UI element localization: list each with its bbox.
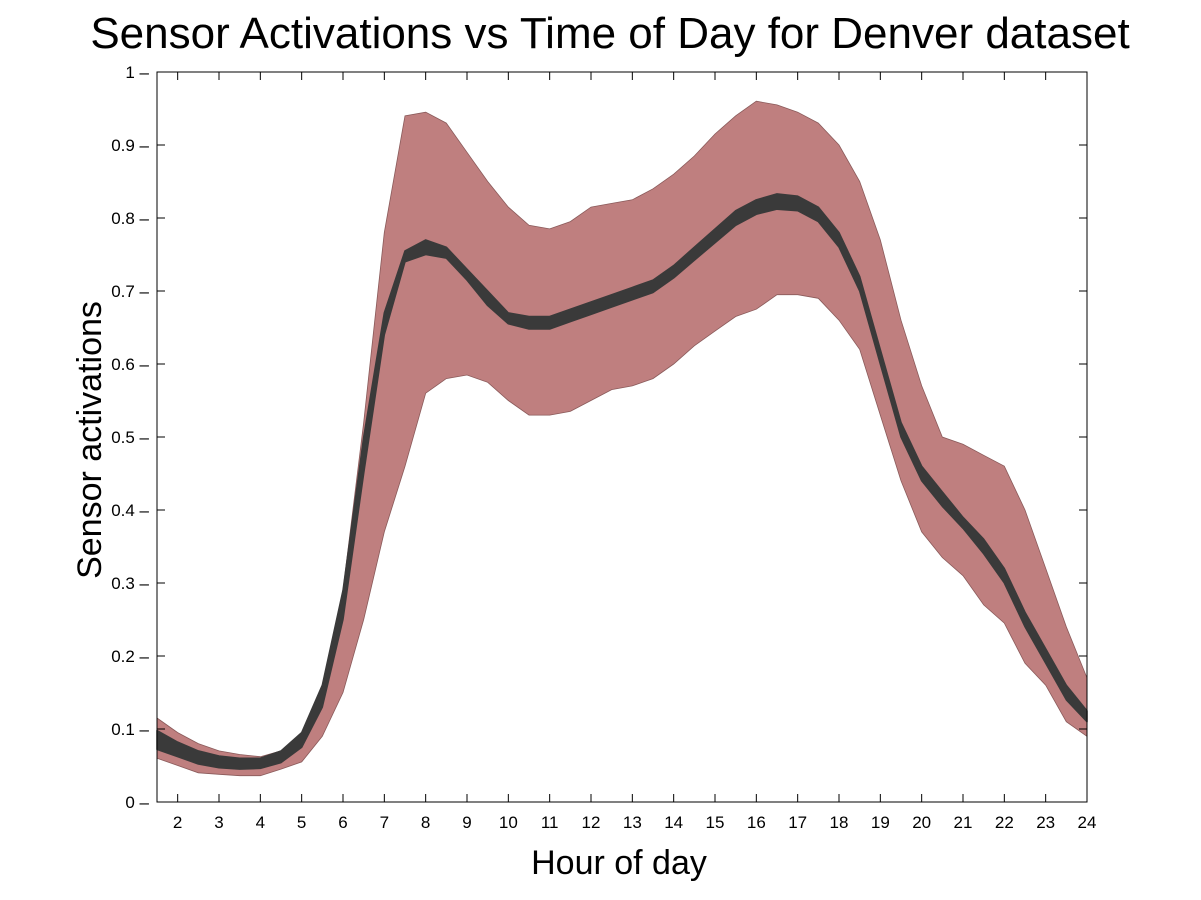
y-tick-label: 0.1 – <box>111 720 149 739</box>
y-axis-ticks: 0 – 0.1 – 0.2 – 0.3 – 0.4 – 0.5 – 0.6 – 0.7 – 0.… <box>111 63 1087 812</box>
x-tick-label: 8 <box>421 813 430 832</box>
y-tick-label: 0.9 – <box>111 136 149 155</box>
y-tick-label: 0.5 – <box>111 428 149 447</box>
y-tick-label: 0.4 – <box>111 501 149 520</box>
y-axis-label: Sensor activations <box>71 301 109 579</box>
x-tick-label: 24 <box>1078 813 1097 832</box>
y-tick-label: 1 – <box>125 63 149 82</box>
x-tick-label: 9 <box>462 813 471 832</box>
x-tick-label: 16 <box>747 813 766 832</box>
x-tick-label: 12 <box>582 813 601 832</box>
x-tick-label: 14 <box>664 813 683 832</box>
x-axis-ticks: 2 3 4 5 6 7 8 9 10 11 12 13 14 15 16 17 18 19 20 21 22 23 24 <box>173 72 1097 832</box>
x-tick-label: 22 <box>995 813 1014 832</box>
x-tick-label: 10 <box>499 813 518 832</box>
x-tick-label: 13 <box>623 813 642 832</box>
x-tick-label: 19 <box>871 813 890 832</box>
x-tick-label: 7 <box>380 813 389 832</box>
x-tick-label: 4 <box>256 813 265 832</box>
x-tick-label: 5 <box>297 813 306 832</box>
plot-area <box>156 100 1088 777</box>
x-tick-label: 11 <box>541 813 559 832</box>
plot-frame <box>156 71 1088 803</box>
y-tick-label: 0.7 – <box>111 282 149 301</box>
y-tick-label: 0.6 – <box>111 355 149 374</box>
x-tick-label: 20 <box>912 813 931 832</box>
y-tick-label: 0 – <box>125 793 149 812</box>
x-tick-label: 17 <box>788 813 807 832</box>
outer-band <box>156 100 1088 777</box>
x-axis-label: Hour of day <box>531 844 707 882</box>
x-tick-label: 2 <box>173 813 182 832</box>
x-tick-label: 21 <box>954 813 973 832</box>
x-tick-label: 18 <box>830 813 849 832</box>
x-tick-label: 23 <box>1036 813 1055 832</box>
chart-title: Sensor Activations vs Time of Day for De… <box>90 9 1129 58</box>
y-tick-label: 0.8 – <box>111 209 149 228</box>
y-tick-label: 0.3 – <box>111 574 149 593</box>
x-tick-label: 15 <box>706 813 725 832</box>
x-tick-label: 3 <box>214 813 223 832</box>
y-tick-label: 0.2 – <box>111 647 149 666</box>
x-tick-label: 6 <box>338 813 347 832</box>
